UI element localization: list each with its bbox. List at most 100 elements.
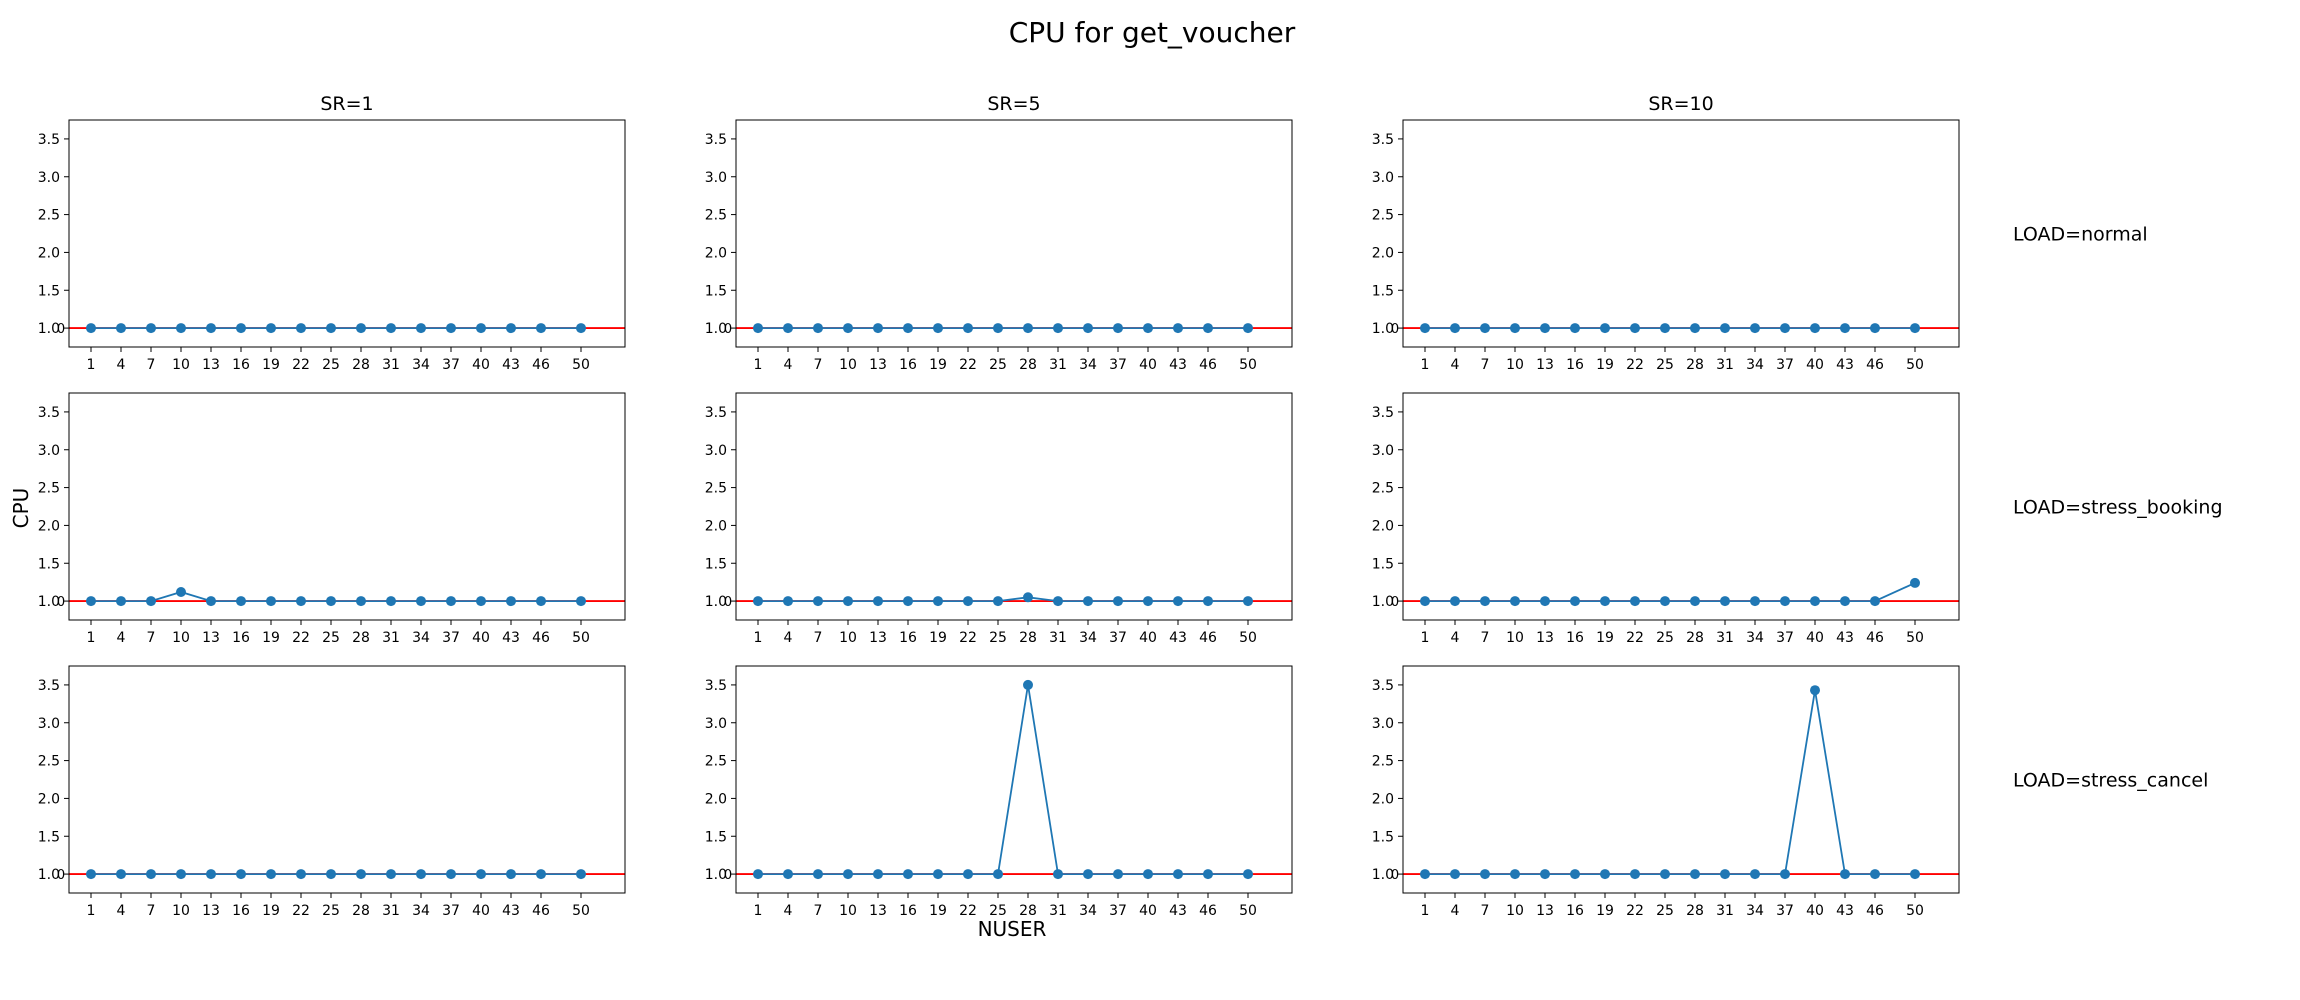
y-tick-label: 1.5	[705, 829, 727, 845]
x-tick-label: 4	[1451, 630, 1460, 646]
x-tick-label: 28	[1686, 903, 1704, 919]
y-tick-label: 1.5	[705, 556, 727, 572]
y-tick-label: 3.0	[38, 170, 60, 186]
x-tick-label: 4	[117, 903, 126, 919]
data-point	[1420, 869, 1430, 880]
data-point	[356, 596, 366, 607]
x-tick-label: 31	[1049, 357, 1067, 373]
x-tick-label: 10	[839, 903, 857, 919]
x-tick-label: 31	[382, 630, 400, 646]
x-tick-label: 43	[1836, 357, 1854, 373]
y-tick-label: 2.0	[1372, 791, 1394, 807]
y-tick-label: 1.5	[38, 829, 60, 845]
data-point	[536, 323, 546, 334]
data-point	[176, 869, 186, 880]
x-tick-label: 1	[754, 357, 763, 373]
x-tick-label: 40	[472, 357, 490, 373]
y-tick-label: 3.0	[1372, 443, 1394, 459]
panel: 01.0 1.5 2.0 2.5 3.0 3.5 1 4 7 10 13 16 19 22 25 28 31 34…	[705, 392, 1293, 646]
x-tick-label: 40	[1139, 903, 1157, 919]
column-title: SR=10	[1648, 93, 1713, 115]
data-point	[993, 596, 1003, 607]
x-tick-label: 40	[1806, 903, 1824, 919]
x-tick-label: 7	[147, 903, 156, 919]
data-point	[1840, 869, 1850, 880]
x-tick-label: 25	[322, 630, 340, 646]
data-point	[1910, 577, 1920, 588]
x-tick-label: 40	[472, 630, 490, 646]
data-point	[506, 323, 516, 334]
data-point	[116, 869, 126, 880]
x-tick-label: 4	[784, 357, 793, 373]
x-tick-label: 22	[292, 630, 310, 646]
data-point	[476, 323, 486, 334]
data-point	[296, 323, 306, 334]
data-point	[536, 596, 546, 607]
x-tick-label: 19	[1596, 357, 1614, 373]
y-tick-label: 2.5	[38, 208, 60, 224]
x-tick-label: 19	[929, 357, 947, 373]
data-point	[1023, 679, 1033, 690]
x-tick-label: 13	[202, 903, 220, 919]
x-tick-label: 40	[472, 903, 490, 919]
data-point	[176, 323, 186, 334]
axes-frame	[735, 392, 1293, 621]
data-point	[1510, 869, 1520, 880]
data-point	[753, 869, 763, 880]
data-point	[416, 323, 426, 334]
y-tick-label: 2.0	[1372, 245, 1394, 261]
data-point	[1540, 869, 1550, 880]
data-point	[176, 587, 186, 598]
x-tick-label: 43	[502, 903, 520, 919]
x-tick-label: 22	[1626, 903, 1644, 919]
x-tick-label: 13	[869, 357, 887, 373]
data-point	[933, 596, 943, 607]
x-tick-label: 34	[412, 630, 430, 646]
data-point	[506, 596, 516, 607]
data-point	[1750, 869, 1760, 880]
data-point	[1450, 869, 1460, 880]
x-tick-label: 31	[1716, 630, 1734, 646]
data-point	[1083, 323, 1093, 334]
x-tick-label: 50	[1239, 630, 1257, 646]
data-point	[843, 869, 853, 880]
x-tick-label: 28	[1019, 903, 1037, 919]
series-line	[1425, 690, 1915, 875]
data-point	[576, 869, 586, 880]
data-point	[266, 596, 276, 607]
data-point	[1840, 323, 1850, 334]
x-tick-label: 46	[1866, 357, 1884, 373]
data-point	[1780, 869, 1790, 880]
x-tick-label: 37	[442, 903, 460, 919]
y-tick-label: 3.0	[705, 716, 727, 732]
x-tick-label: 10	[1506, 903, 1524, 919]
data-point	[1023, 323, 1033, 334]
data-point	[1480, 869, 1490, 880]
x-tick-label: 10	[172, 357, 190, 373]
data-point	[1600, 323, 1610, 334]
x-tick-label: 40	[1139, 357, 1157, 373]
x-tick-label: 13	[202, 630, 220, 646]
y-tick-label: 2.0	[1372, 518, 1394, 534]
y-tick-label: 1.5	[38, 283, 60, 299]
y-tick-label: 3.5	[38, 132, 60, 148]
y-tick-label: 2.0	[38, 245, 60, 261]
row-label: LOAD=normal	[2013, 224, 2148, 246]
data-point	[1450, 323, 1460, 334]
panel: 01.0 1.5 2.0 2.5 3.0 3.5 1 4 7 10 13 16 19 22 25 28 31 34…	[705, 665, 1293, 919]
x-tick-label: 40	[1806, 630, 1824, 646]
reference-line-marker: 0	[57, 595, 65, 610]
data-point	[446, 869, 456, 880]
x-tick-label: 7	[1481, 357, 1490, 373]
data-point	[1113, 869, 1123, 880]
data-point	[813, 869, 823, 880]
x-tick-label: 22	[292, 357, 310, 373]
data-point	[1053, 596, 1063, 607]
data-point	[1113, 596, 1123, 607]
x-tick-label: 22	[959, 630, 977, 646]
reference-line-marker: 0	[724, 322, 732, 337]
y-tick-label: 3.0	[38, 716, 60, 732]
y-tick-label: 1.0	[1372, 867, 1394, 883]
x-tick-label: 28	[352, 357, 370, 373]
data-point	[1510, 596, 1520, 607]
